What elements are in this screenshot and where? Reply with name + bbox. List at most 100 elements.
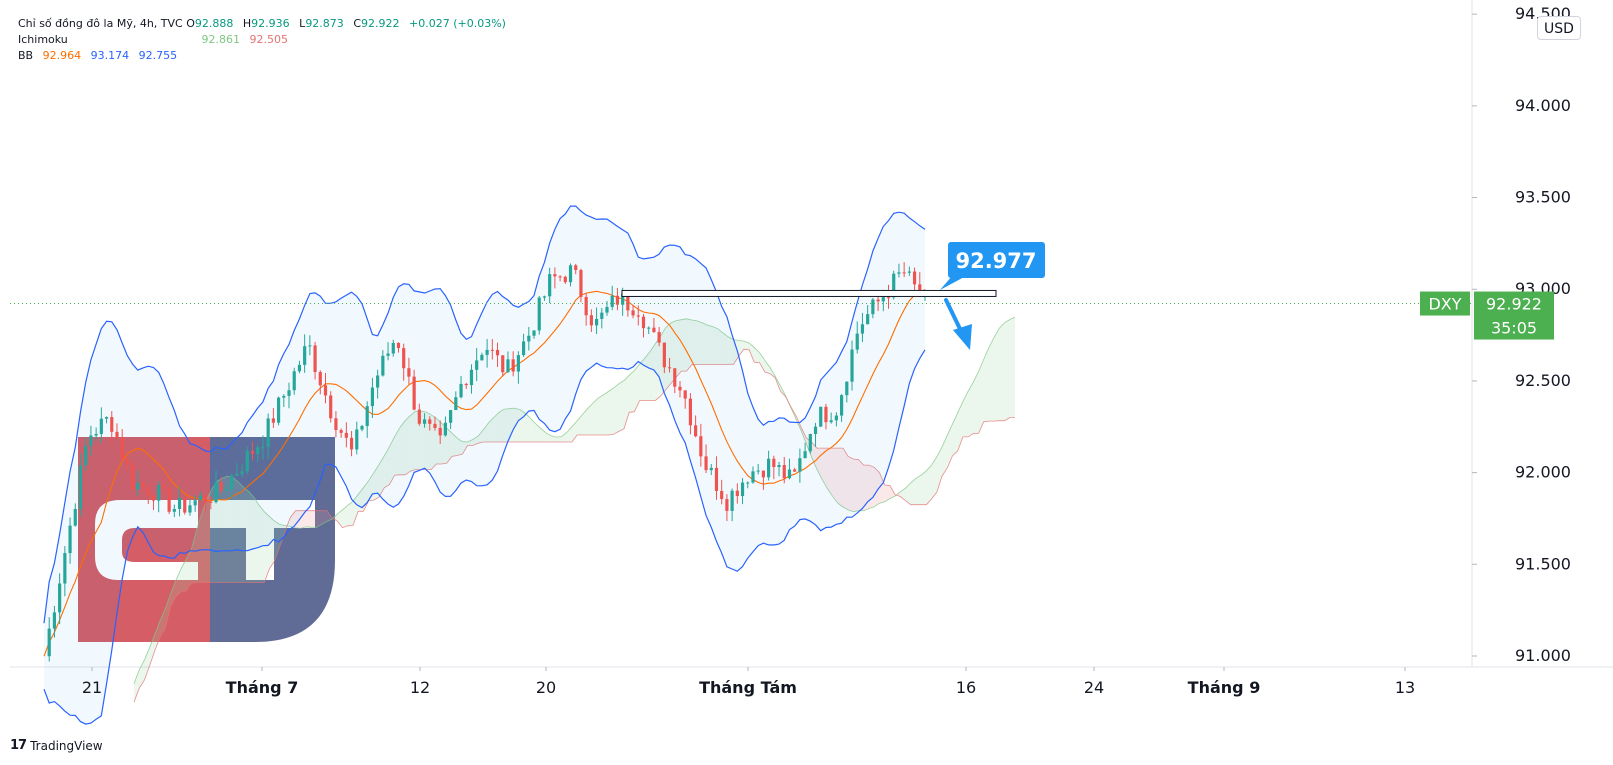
candle-body	[443, 422, 448, 436]
cloud-segment	[269, 516, 275, 569]
cloud-segment	[936, 446, 943, 493]
cloud-segment	[743, 341, 750, 350]
cloud-segment	[160, 608, 166, 637]
candle-body	[396, 342, 401, 349]
candle-body	[63, 553, 67, 584]
candle-body	[501, 355, 505, 373]
cloud-segment	[524, 412, 531, 443]
currency-button[interactable]: USD	[1537, 16, 1581, 40]
candle-body	[177, 497, 182, 510]
symbol-description: Chỉ số đồng đô la Mỹ, 4h, TVC	[18, 17, 183, 30]
candle-body	[141, 482, 145, 487]
candle-body	[594, 318, 599, 326]
candle-body	[626, 293, 630, 311]
candle-body	[652, 327, 656, 333]
change-value: +0.027 (+0.03%)	[409, 17, 506, 30]
cloud-segment	[519, 409, 525, 443]
candle-body	[803, 451, 807, 459]
candle-body	[308, 345, 312, 347]
low-label: L	[299, 17, 306, 30]
candle-body	[511, 359, 515, 372]
candle-body	[746, 482, 750, 484]
annotation-price-label: 92.977	[955, 249, 1036, 273]
legend-ohlc-row: Chỉ số đồng đô la Mỹ, 4h, TVC O92.888 H9…	[18, 16, 506, 32]
candle-body	[871, 299, 875, 315]
legend-bb-row[interactable]: BB 92.964 93.174 92.755	[18, 48, 506, 64]
cloud-segment	[608, 387, 614, 436]
candle-body	[58, 583, 62, 613]
cloud-segment	[983, 347, 989, 422]
candle-body	[89, 435, 93, 446]
cloud-segment	[248, 491, 254, 583]
cloud-segment	[446, 428, 452, 464]
candle-body	[417, 409, 421, 424]
candle-body	[704, 456, 708, 471]
high-value: 92.936	[251, 17, 290, 30]
y-tick-label: 91.500	[1515, 554, 1571, 573]
candlestick-series	[47, 262, 927, 662]
cloud-segment	[915, 475, 922, 505]
cloud-segment	[566, 426, 572, 443]
open-value: 92.888	[194, 17, 234, 30]
price-axis[interactable]: 91.00091.50092.00092.50093.00093.50094.0…	[1420, 4, 1571, 665]
cloud-segment	[926, 464, 932, 505]
candle-body	[240, 471, 244, 474]
candle-body	[261, 446, 265, 448]
cloud-segment	[957, 401, 963, 451]
cloud-segment	[139, 659, 145, 689]
cloud-segment	[717, 328, 724, 365]
candle-body	[600, 312, 604, 319]
candle-body	[694, 425, 698, 437]
candle-body	[709, 467, 713, 471]
cloud-segment	[707, 325, 713, 365]
candle-body	[563, 276, 567, 283]
candle-body	[860, 324, 865, 334]
time-axis[interactable]: 21 Tháng 7 12 20 Tháng Tám 16 24 Tháng 9 13	[82, 667, 1415, 697]
candle-body	[735, 490, 739, 497]
candle-body	[78, 465, 83, 510]
chart-legend: Chỉ số đồng đô la Mỹ, 4h, TVC O92.888 H9…	[18, 16, 506, 64]
ichimoku-value-2: 92.505	[249, 33, 289, 46]
cloud-segment	[691, 320, 698, 365]
candle-body	[329, 395, 333, 419]
candle-body	[386, 353, 390, 356]
cloud-segment	[154, 620, 161, 651]
candle-body	[73, 509, 77, 526]
candle-body	[537, 297, 541, 331]
legend-ichimoku-row[interactable]: Ichimoku 92.861 92.505	[18, 32, 506, 48]
cloud-segment	[832, 448, 838, 504]
cloud-segment	[134, 669, 140, 703]
cloud-segment	[478, 429, 484, 444]
candle-body	[464, 383, 468, 386]
cloud-segment	[644, 351, 651, 401]
cloud-segment	[848, 456, 854, 512]
cloud-segment	[863, 465, 870, 511]
candle-body	[782, 465, 786, 479]
y-tick-label: 92.000	[1515, 463, 1571, 482]
cloud-segment	[884, 484, 890, 502]
cloud-segment	[759, 352, 765, 372]
cloud-segment	[728, 336, 734, 365]
candle-body	[516, 355, 520, 372]
candle-body	[230, 475, 234, 490]
cloud-segment	[233, 477, 239, 583]
x-tick-label: Tháng 9	[1188, 678, 1261, 697]
annotation-callout-box	[948, 242, 1045, 278]
cloud-segment	[509, 408, 515, 443]
candle-body	[605, 306, 609, 313]
cloud-segment	[874, 467, 880, 507]
y-tick-label: 92.500	[1515, 371, 1571, 390]
cloud-segment	[253, 497, 260, 583]
cloud-segment	[535, 423, 541, 443]
candle-body	[506, 359, 510, 373]
candle-body	[621, 293, 625, 305]
candle-body	[740, 482, 745, 497]
tradingview-logo[interactable]: 17 TradingView	[10, 738, 103, 753]
candle-body	[131, 464, 135, 490]
cloud-segment	[373, 464, 380, 501]
close-value: 92.922	[361, 17, 400, 30]
candle-body	[631, 310, 635, 316]
candle-body	[793, 469, 797, 472]
cloud-segment	[603, 391, 609, 436]
